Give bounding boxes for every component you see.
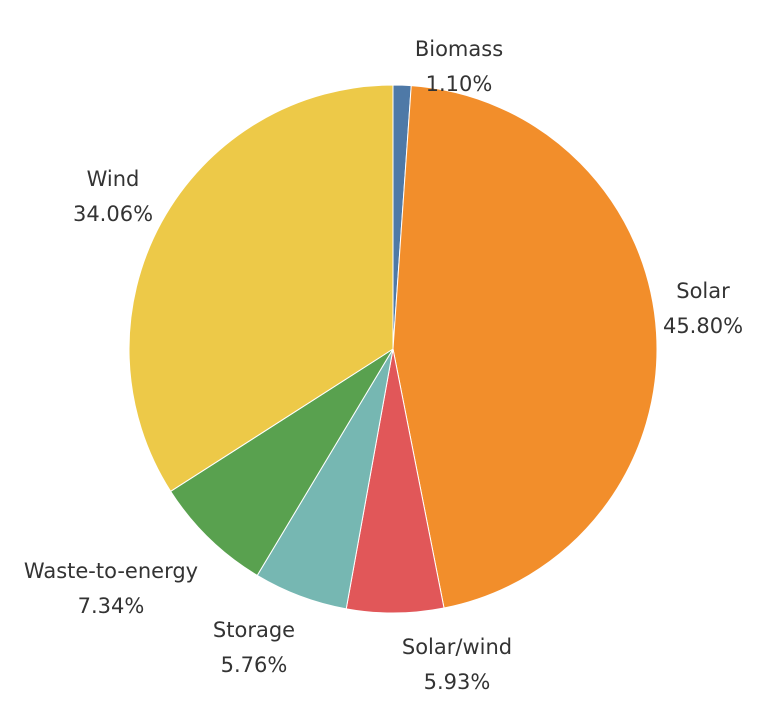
slice-label-wind: Wind <box>87 167 140 191</box>
slice-value-biomass: 1.10% <box>426 72 493 96</box>
slice-label-solar-wind: Solar/wind <box>402 635 512 659</box>
slice-label-waste-to-energy: Waste-to-energy <box>24 559 198 583</box>
pie-slice-waste-to-energy[interactable] <box>169 348 394 577</box>
slices-layer <box>128 84 658 614</box>
slice-label-biomass: Biomass <box>415 37 503 61</box>
slice-value-solar-wind: 5.93% <box>424 670 491 694</box>
slice-value-solar: 45.80% <box>663 314 743 338</box>
labels-layer: Biomass 1.10% Solar 45.80% Solar/wind 5.93% St… <box>24 37 743 694</box>
slice-label-solar: Solar <box>676 279 730 303</box>
pie-slice-solar[interactable] <box>392 85 658 609</box>
pie-slice-wind[interactable] <box>128 84 394 493</box>
slice-value-storage: 5.76% <box>221 653 288 677</box>
slice-label-storage: Storage <box>213 618 295 642</box>
slice-value-wind: 34.06% <box>73 202 153 226</box>
slice-value-waste-to-energy: 7.34% <box>78 594 145 618</box>
